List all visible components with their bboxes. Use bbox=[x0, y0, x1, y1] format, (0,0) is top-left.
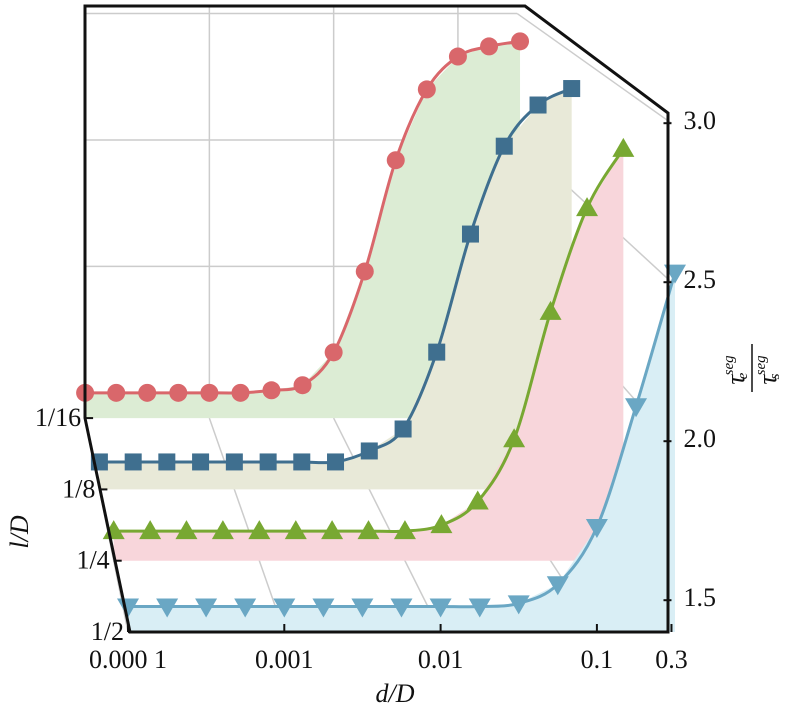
y-title-top: τsege bbox=[721, 355, 751, 385]
z-axis-title: l/D bbox=[5, 515, 34, 548]
z-tick-label: 1/2 bbox=[91, 617, 124, 646]
marker bbox=[175, 520, 198, 540]
y-title-bottom: τsegs bbox=[753, 355, 783, 385]
y-axis-title: τsege τsegs bbox=[721, 344, 783, 392]
marker bbox=[327, 453, 345, 471]
marker bbox=[248, 520, 271, 540]
marker bbox=[192, 453, 210, 471]
x-tick-label: 0.001 bbox=[255, 645, 314, 674]
marker bbox=[312, 598, 335, 618]
sub: s bbox=[767, 373, 783, 379]
marker bbox=[430, 514, 453, 534]
marker bbox=[625, 398, 648, 418]
marker bbox=[546, 576, 569, 596]
area-fill bbox=[113, 148, 624, 561]
marker bbox=[461, 225, 479, 243]
symbol: τ bbox=[721, 374, 750, 385]
marker bbox=[158, 453, 176, 471]
marker bbox=[429, 598, 452, 618]
marker bbox=[466, 490, 489, 510]
area-fill bbox=[99, 88, 572, 490]
area-fill bbox=[85, 41, 521, 419]
marker bbox=[200, 383, 219, 402]
marker bbox=[234, 598, 257, 618]
marker bbox=[507, 595, 530, 615]
series bbox=[90, 80, 581, 490]
marker bbox=[390, 598, 413, 618]
marker bbox=[293, 453, 311, 471]
marker bbox=[539, 300, 562, 320]
y-tick-label: 1.5 bbox=[683, 583, 716, 612]
sup: seg bbox=[753, 355, 769, 375]
series bbox=[102, 137, 635, 561]
floor-grid-line bbox=[208, 417, 286, 633]
marker bbox=[124, 453, 142, 471]
marker bbox=[355, 262, 374, 281]
floor-grid-line bbox=[332, 417, 442, 633]
y-tick-label: 2.0 bbox=[683, 424, 716, 453]
marker bbox=[156, 598, 179, 618]
marker bbox=[468, 598, 491, 618]
z-tick-label: 1/8 bbox=[62, 474, 95, 503]
marker bbox=[139, 520, 162, 540]
x-axis-title: d/D bbox=[376, 679, 415, 708]
marker bbox=[138, 383, 157, 402]
marker bbox=[351, 598, 374, 618]
line bbox=[128, 272, 677, 609]
marker bbox=[360, 442, 378, 460]
line bbox=[85, 39, 521, 395]
series bbox=[117, 264, 687, 632]
marker bbox=[511, 32, 530, 51]
marker bbox=[262, 381, 281, 400]
z-tick-label: 1/16 bbox=[35, 403, 81, 432]
y-tick-label: 2.5 bbox=[683, 265, 716, 294]
marker bbox=[576, 197, 599, 217]
x-tick-label: 0.01 bbox=[418, 645, 464, 674]
z-tick-label: 1/4 bbox=[76, 546, 109, 575]
y-tick-label: 3.0 bbox=[683, 106, 716, 135]
marker bbox=[393, 520, 416, 540]
marker bbox=[195, 598, 218, 618]
marker bbox=[259, 453, 277, 471]
sup: seg bbox=[721, 355, 737, 375]
marker bbox=[386, 151, 405, 170]
marker bbox=[321, 520, 344, 540]
marker bbox=[585, 519, 608, 539]
marker bbox=[664, 264, 687, 284]
x-tick-label: 0.1 bbox=[581, 645, 614, 674]
layers bbox=[76, 32, 687, 632]
marker bbox=[612, 137, 635, 157]
symbol: τ bbox=[753, 374, 782, 385]
area-fill bbox=[128, 272, 676, 632]
marker bbox=[273, 598, 296, 618]
marker bbox=[107, 383, 126, 402]
marker bbox=[503, 428, 526, 448]
series bbox=[76, 32, 530, 419]
marker bbox=[169, 383, 188, 402]
marker bbox=[495, 137, 513, 155]
marker bbox=[324, 343, 343, 362]
marker bbox=[211, 520, 234, 540]
marker bbox=[394, 420, 412, 438]
marker bbox=[480, 37, 499, 56]
marker bbox=[563, 80, 581, 98]
sub: e bbox=[735, 372, 751, 379]
x-tick-label: 0.3 bbox=[655, 645, 688, 674]
frame bbox=[83, 4, 670, 634]
marker bbox=[284, 520, 307, 540]
marker bbox=[529, 96, 547, 114]
wall-grid-line bbox=[516, 12, 672, 124]
marker bbox=[428, 343, 446, 361]
axes: 0.000 1 0.001 0.01 0.1 0.3 1.5 2.0 2.5 3.0 1/16 1/… bbox=[35, 106, 716, 674]
marker bbox=[293, 376, 312, 395]
marker bbox=[448, 47, 467, 66]
marker bbox=[231, 383, 250, 402]
marker bbox=[357, 520, 380, 540]
marker bbox=[417, 80, 436, 99]
marker bbox=[225, 453, 243, 471]
x-tick-label: 0.000 1 bbox=[89, 645, 167, 674]
line bbox=[99, 87, 573, 465]
